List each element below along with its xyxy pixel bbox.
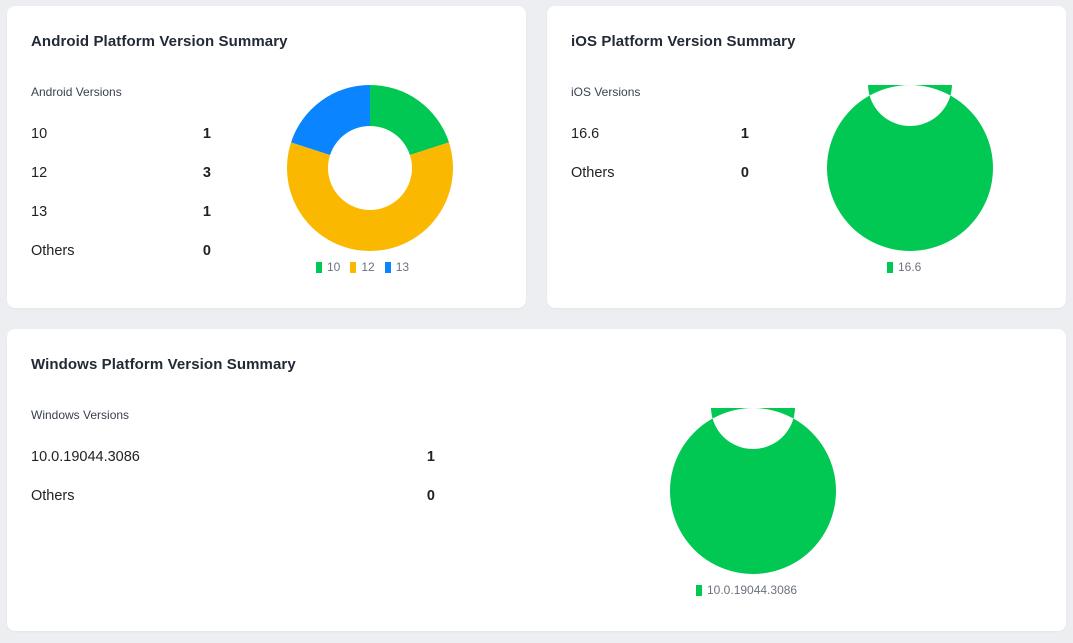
version-count: 1 <box>202 126 211 142</box>
version-count: 1 <box>202 204 211 220</box>
legend-swatch <box>350 261 357 273</box>
version-label: 10 <box>31 126 48 142</box>
card-title: Windows Platform Version Summary <box>31 356 296 373</box>
version-label: 12 <box>31 165 48 181</box>
version-row: Others 0 <box>31 243 211 263</box>
android-version-donut-chart[interactable] <box>287 85 453 251</box>
list-header: Windows Versions <box>31 408 130 422</box>
version-count: 1 <box>740 126 749 142</box>
legend-item[interactable]: 10.0.19044.3086 <box>696 583 797 597</box>
legend-item[interactable]: 10 <box>316 260 340 274</box>
card-title: Android Platform Version Summary <box>31 33 288 50</box>
legend-label: 16.6 <box>898 260 922 274</box>
windows-version-donut-chart[interactable] <box>670 408 836 574</box>
version-count: 0 <box>740 165 749 181</box>
legend-item[interactable]: 16.6 <box>887 260 921 274</box>
legend-swatch <box>384 261 391 273</box>
android-summary-card: Android Platform Version Summary Android… <box>7 6 526 308</box>
card-title: iOS Platform Version Summary <box>571 33 796 50</box>
legend-label: 10.0.19044.3086 <box>707 583 798 597</box>
chart-legend: 16.6 <box>887 260 921 274</box>
version-row: 16.6 1 <box>571 126 749 146</box>
ios-summary-card: iOS Platform Version Summary iOS Version… <box>547 6 1066 308</box>
legend-swatch <box>696 584 702 596</box>
legend-item[interactable]: 13 <box>384 260 410 274</box>
windows-summary-card: Windows Platform Version Summary Windows… <box>7 329 1066 631</box>
version-label: Others <box>31 488 75 504</box>
legend-label: 12 <box>361 260 375 274</box>
donut-slice-12[interactable] <box>287 142 453 251</box>
list-header: iOS Versions <box>571 85 641 99</box>
chart-legend: 10 12 13 <box>316 260 409 274</box>
legend-label: 13 <box>395 260 410 274</box>
donut-slice-10.0.19044.3086[interactable] <box>670 408 836 574</box>
donut-slice-13[interactable] <box>291 85 370 156</box>
version-count: 1 <box>426 449 435 465</box>
version-count: 3 <box>202 165 211 181</box>
version-label: 13 <box>31 204 48 220</box>
version-count: 0 <box>202 243 211 259</box>
legend-swatch <box>316 261 322 273</box>
donut-slice-16.6[interactable] <box>827 85 993 251</box>
version-label: Others <box>31 243 75 259</box>
ios-version-donut-chart[interactable] <box>827 85 993 251</box>
list-header: Android Versions <box>31 85 122 99</box>
chart-legend: 10.0.19044.3086 <box>696 583 797 597</box>
version-row: 13 1 <box>31 204 211 224</box>
legend-swatch <box>887 261 893 273</box>
version-label: Others <box>571 165 615 181</box>
version-row: 10.0.19044.3086 1 <box>31 449 435 469</box>
version-label: 16.6 <box>571 126 600 142</box>
version-count: 0 <box>426 488 435 504</box>
version-row: Others 0 <box>31 488 435 508</box>
version-label: 10.0.19044.3086 <box>31 449 140 465</box>
donut-slice-10[interactable] <box>370 85 449 156</box>
legend-item[interactable]: 12 <box>350 260 375 274</box>
version-row: 10 1 <box>31 126 211 146</box>
legend-label: 10 <box>327 260 341 274</box>
version-row: Others 0 <box>571 165 749 185</box>
version-row: 12 3 <box>31 165 211 185</box>
